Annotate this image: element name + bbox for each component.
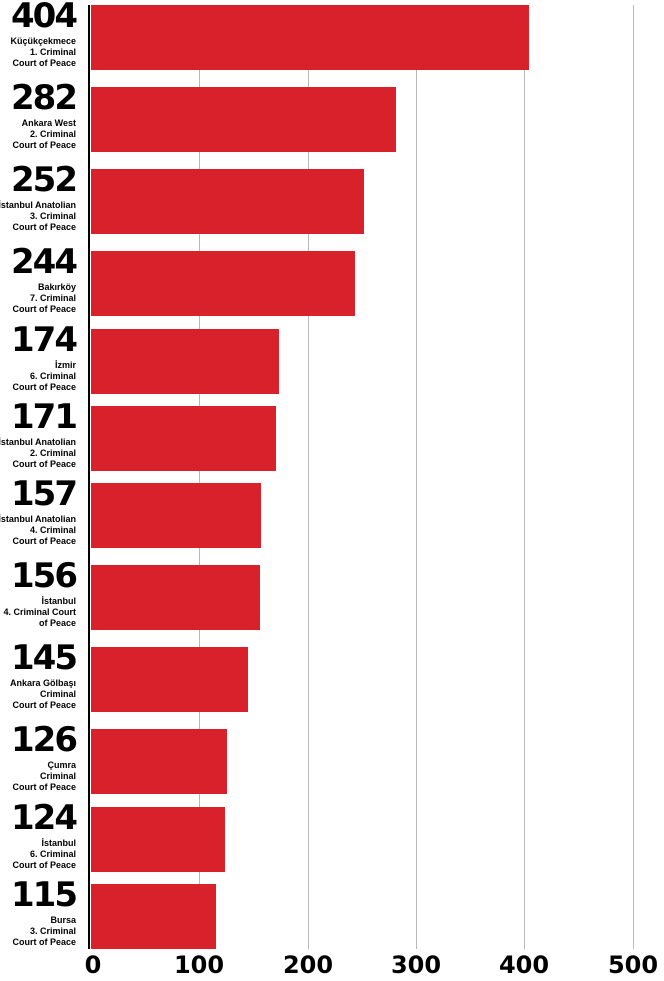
bar	[91, 884, 216, 949]
gridline-100	[199, 5, 200, 949]
bar	[91, 329, 279, 394]
value-label: 124	[11, 798, 78, 838]
category-label: Ankara Gölbaşı Criminal Court of Peace	[9, 678, 76, 710]
gridline-500	[633, 5, 634, 949]
x-tick-label: 500	[607, 951, 659, 979]
bar	[91, 647, 248, 712]
category-label: İstanbul Anatolian 2. Criminal Court of …	[0, 437, 76, 469]
category-label: Bakırköy 7. Criminal Court of Peace	[12, 282, 76, 314]
category-label: Bursa 3. Criminal Court of Peace	[12, 915, 76, 947]
bar	[91, 251, 355, 316]
category-label: İzmir 6. Criminal Court of Peace	[12, 360, 76, 392]
value-label: 156	[11, 556, 78, 596]
category-label: Ankara West 2. Criminal Court of Peace	[12, 118, 76, 150]
bar	[91, 729, 227, 794]
category-label: İstanbul Anatolian 4. Criminal Court of …	[0, 514, 76, 546]
bar	[91, 5, 529, 70]
category-label: İstanbul Anatolian 3. Criminal Court of …	[0, 200, 76, 232]
value-label: 244	[11, 242, 78, 282]
bar	[91, 807, 225, 872]
bar	[91, 565, 260, 630]
x-tick-label: 0	[84, 951, 102, 979]
gridline-200	[308, 5, 309, 949]
y-axis-line	[88, 5, 90, 949]
value-label: 174	[11, 320, 78, 360]
value-label: 282	[11, 78, 78, 118]
value-label: 145	[11, 638, 78, 678]
value-label: 252	[11, 160, 78, 200]
bar	[91, 406, 276, 471]
bar	[91, 483, 261, 548]
x-tick-label: 300	[390, 951, 442, 979]
category-label: İstanbul 6. Criminal Court of Peace	[12, 838, 76, 870]
category-label: Çumra Criminal Court of Peace	[12, 760, 76, 792]
category-label: İstanbul 4. Criminal Court of Peace	[3, 596, 76, 628]
gridline-300	[416, 5, 417, 949]
x-tick-label: 400	[498, 951, 550, 979]
bar	[91, 87, 396, 152]
value-label: 157	[11, 474, 78, 514]
value-label: 115	[11, 875, 78, 915]
value-label: 126	[11, 720, 78, 760]
gridline-400	[524, 5, 525, 949]
value-label: 404	[11, 0, 78, 36]
x-tick-label: 100	[173, 951, 225, 979]
value-label: 171	[11, 397, 78, 437]
category-label: Küçükçekmece 1. Criminal Court of Peace	[10, 36, 76, 68]
bar	[91, 169, 364, 234]
x-tick-label: 200	[282, 951, 334, 979]
